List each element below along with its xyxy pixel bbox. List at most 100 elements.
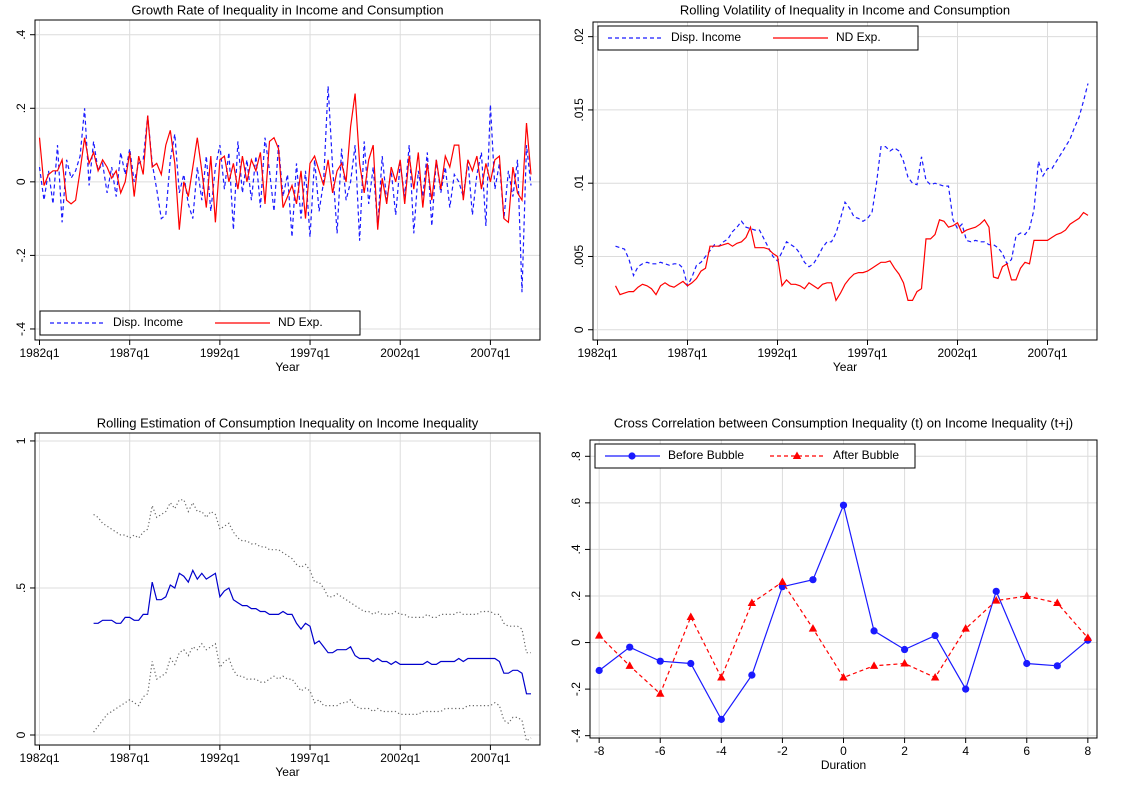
marker: [1023, 659, 1031, 668]
x-tick-label: 1982q1: [19, 751, 59, 765]
x-tick-label: 1982q1: [577, 346, 617, 360]
marker: [839, 501, 848, 509]
marker: [992, 587, 1000, 595]
marker: [717, 672, 726, 681]
marker: [595, 666, 603, 675]
y-tick-label: 0: [572, 326, 586, 333]
x-tick-label: 2002q1: [380, 346, 420, 360]
y-tick-label: .6: [569, 498, 583, 508]
plot-border: [34, 432, 541, 746]
x-tick-label: 1992q1: [757, 346, 797, 360]
x-tick-label: -8: [594, 744, 605, 758]
y-tick-label: 0: [14, 731, 28, 738]
y-tick-label: .02: [572, 28, 586, 45]
x-tick-label: 2: [901, 744, 908, 758]
marker: [839, 672, 848, 681]
plot-area: [35, 20, 540, 340]
x-tick-label: 2002q1: [937, 346, 977, 360]
y-tick-label: .4: [569, 544, 583, 554]
y-tick-label: -.2: [569, 682, 583, 696]
x-tick-label: 2007q1: [1027, 346, 1067, 360]
series-line: [38, 93, 532, 230]
chart-title: Rolling Volatility of Inequality in Inco…: [680, 2, 1010, 17]
x-axis-label: Year: [833, 360, 857, 374]
x-tick-label: 1992q1: [200, 346, 240, 360]
marker: [992, 596, 1001, 604]
y-tick-label: .4: [14, 29, 28, 39]
legend: Before Bubble After Bubble: [594, 443, 916, 469]
legend: Disp. Income ND Exp.: [39, 310, 361, 336]
chart-title: Rolling Estimation of Consumption Inequa…: [97, 415, 479, 430]
y-tick-label: -.4: [569, 728, 583, 742]
marker: [931, 631, 939, 640]
x-tick-label: -6: [655, 744, 666, 758]
legend-label: ND Exp.: [836, 30, 881, 44]
y-tick-label: 1: [14, 437, 28, 444]
marker: [656, 657, 664, 665]
y-tick-label: .01: [572, 175, 586, 192]
legend-label: ND Exp.: [278, 315, 323, 329]
x-tick-label: 2007q1: [470, 751, 510, 765]
marker: [900, 645, 909, 654]
marker: [1053, 662, 1061, 670]
x-tick-label: 1997q1: [290, 751, 330, 765]
x-tick-label: 6: [1023, 744, 1030, 758]
x-tick-label: 2002q1: [380, 751, 420, 765]
series-line: [38, 86, 532, 293]
marker: [930, 672, 940, 681]
legend: Disp. Income ND Exp.: [597, 25, 919, 51]
marker: [686, 612, 695, 620]
marker: [717, 715, 725, 723]
marker: [625, 661, 634, 669]
marker: [792, 451, 802, 459]
marker: [594, 631, 604, 639]
y-tick-label: .015: [572, 98, 586, 122]
y-tick-label: .2: [569, 591, 583, 601]
series-line: [614, 211, 1089, 302]
x-axis-label: Duration: [821, 758, 866, 772]
legend-label: After Bubble: [833, 448, 899, 462]
marker: [778, 577, 787, 586]
x-tick-label: 2007q1: [470, 346, 510, 360]
y-tick-label: -.2: [14, 248, 28, 262]
marker: [626, 643, 634, 651]
marker: [962, 685, 970, 693]
plot-border: [589, 439, 1098, 739]
plot-border: [34, 19, 541, 341]
plot-border: [592, 21, 1098, 341]
marker: [870, 627, 878, 635]
series-line: [615, 83, 1089, 288]
plot-area: [35, 433, 540, 745]
x-tick-label: 1987q1: [110, 751, 150, 765]
marker: [1083, 633, 1093, 641]
marker: [808, 624, 818, 632]
marker: [900, 659, 909, 667]
y-tick-label: -.4: [14, 322, 28, 336]
x-tick-label: 1982q1: [19, 346, 59, 360]
legend-label: Disp. Income: [113, 315, 183, 329]
y-tick-label: .2: [14, 103, 28, 113]
y-tick-label: .005: [572, 244, 586, 268]
plot-area: [593, 22, 1097, 340]
chart-title: Growth Rate of Inequality in Income and …: [131, 2, 443, 17]
legend-label: Disp. Income: [671, 30, 741, 44]
x-tick-label: 1987q1: [110, 346, 150, 360]
x-tick-label: -2: [777, 744, 788, 758]
x-axis-label: Year: [275, 765, 299, 779]
x-tick-label: 0: [840, 744, 847, 758]
marker: [687, 659, 695, 668]
marker: [961, 624, 970, 632]
y-tick-label: .8: [569, 451, 583, 461]
marker: [1053, 598, 1062, 606]
marker: [628, 452, 636, 460]
x-tick-label: -4: [716, 744, 727, 758]
x-axis-label: Year: [275, 360, 299, 374]
x-tick-label: 8: [1084, 744, 1091, 758]
x-tick-label: 1997q1: [847, 346, 887, 360]
x-tick-label: 1987q1: [667, 346, 707, 360]
y-tick-label: 0: [14, 178, 28, 185]
chart-title: Cross Correlation between Consumption In…: [614, 415, 1073, 430]
x-tick-label: 1997q1: [290, 346, 330, 360]
